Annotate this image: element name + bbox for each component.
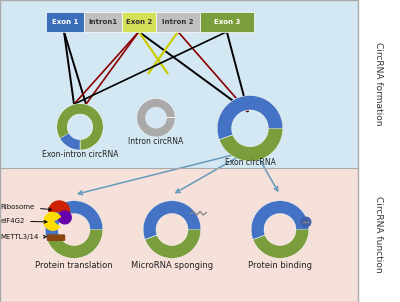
Text: Exon 1: Exon 1 bbox=[52, 19, 78, 25]
Polygon shape bbox=[45, 201, 103, 239]
Text: CircRNA function: CircRNA function bbox=[374, 197, 382, 273]
Polygon shape bbox=[49, 201, 70, 211]
Polygon shape bbox=[60, 133, 80, 150]
Bar bbox=[0, 0, 358, 168]
Text: Protein binding: Protein binding bbox=[248, 261, 312, 270]
Bar bbox=[84, 12, 122, 32]
Text: Intron 2: Intron 2 bbox=[162, 19, 194, 25]
Polygon shape bbox=[251, 201, 309, 258]
Polygon shape bbox=[44, 213, 60, 230]
Bar bbox=[46, 12, 84, 32]
Polygon shape bbox=[137, 98, 175, 137]
Text: Exon 2: Exon 2 bbox=[126, 19, 152, 25]
Bar bbox=[122, 12, 156, 32]
Polygon shape bbox=[57, 104, 103, 150]
Text: Intron1: Intron1 bbox=[88, 19, 118, 25]
Polygon shape bbox=[45, 201, 103, 258]
Text: MicroRNA sponging: MicroRNA sponging bbox=[131, 261, 213, 270]
Polygon shape bbox=[301, 217, 311, 227]
FancyBboxPatch shape bbox=[47, 234, 65, 241]
Text: eIF4G2: eIF4G2 bbox=[1, 218, 47, 224]
Polygon shape bbox=[217, 95, 283, 161]
Text: Protein translation: Protein translation bbox=[35, 261, 113, 270]
Bar bbox=[0, 168, 358, 302]
Polygon shape bbox=[58, 211, 71, 224]
Polygon shape bbox=[251, 201, 309, 239]
Text: Ribosome: Ribosome bbox=[1, 204, 51, 211]
Text: Exon 3: Exon 3 bbox=[214, 19, 240, 25]
Bar bbox=[156, 12, 200, 32]
Polygon shape bbox=[143, 201, 201, 258]
Polygon shape bbox=[217, 95, 283, 140]
Text: CircRNA formation: CircRNA formation bbox=[374, 42, 382, 126]
Text: Intron circRNA: Intron circRNA bbox=[128, 137, 184, 146]
Text: Exon-intron circRNA: Exon-intron circRNA bbox=[42, 150, 118, 159]
Text: METTL3/14: METTL3/14 bbox=[1, 234, 46, 240]
Bar bbox=[200, 12, 254, 32]
Bar bbox=[0, 0, 358, 302]
Polygon shape bbox=[143, 201, 201, 239]
Text: Exon circRNA: Exon circRNA bbox=[224, 158, 276, 167]
